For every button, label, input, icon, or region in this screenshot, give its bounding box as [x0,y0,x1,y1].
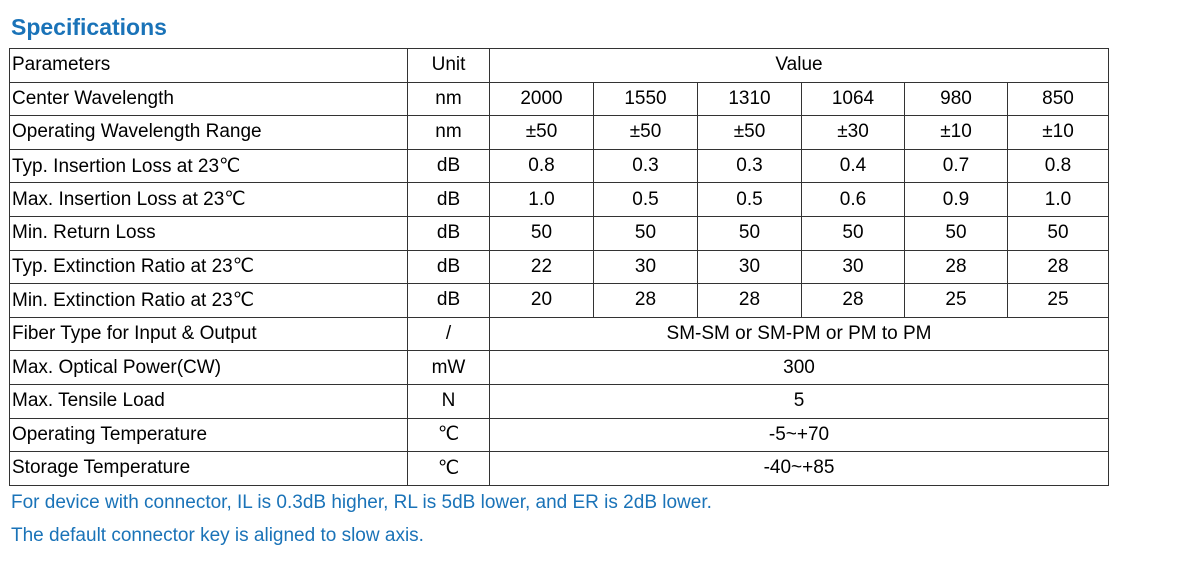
footnote-connector-key: The default connector key is aligned to … [11,525,424,546]
value-cell-merged: 5 [489,383,1109,419]
value-cell: 28 [1007,249,1109,285]
value-cell: 28 [697,283,802,318]
value-cell: ±30 [801,115,905,150]
parameter-cell: Fiber Type for Input & Output [9,316,408,352]
value-cell: 50 [1007,215,1109,251]
parameter-cell: Operating Wavelength Range [9,115,408,150]
value-cell: 1.0 [489,182,594,217]
value-cell: 0.5 [593,182,698,217]
parameter-cell: Max. Insertion Loss at 23℃ [9,182,408,217]
footnote-connector: For device with connector, IL is 0.3dB h… [11,492,712,513]
unit-cell: N [407,383,490,419]
table-row: Max. Insertion Loss at 23℃ dB 1.0 0.5 0.5 0.6… [9,182,1109,217]
unit-cell: dB [407,182,490,217]
value-cell: 0.9 [904,182,1008,217]
table-row: Min. Return Loss dB 50 50 50 50 50 50 [9,215,1109,251]
header-value: Value [489,48,1109,83]
value-cell: 1550 [593,81,698,117]
unit-cell: ℃ [407,451,490,486]
value-cell: 50 [489,215,594,251]
parameter-cell: Max. Tensile Load [9,383,408,419]
value-cell: 850 [1007,81,1109,117]
value-cell-merged: -5~+70 [489,417,1109,453]
unit-cell: dB [407,215,490,251]
unit-cell: dB [407,148,490,184]
value-cell: 28 [904,249,1008,285]
specifications-table-body: Parameters Unit Value Center Wavelength n… [9,48,1109,486]
table-row: Typ. Extinction Ratio at 23℃ dB 22 30 30 30 28… [9,249,1109,285]
unit-cell: mW [407,350,490,385]
parameter-cell: Max. Optical Power(CW) [9,350,408,385]
parameter-cell: Center Wavelength [9,81,408,117]
value-cell: 50 [697,215,802,251]
unit-cell: nm [407,115,490,150]
value-cell: 2000 [489,81,594,117]
value-cell: ±10 [1007,115,1109,150]
value-cell: ±50 [489,115,594,150]
value-cell: 0.7 [904,148,1008,184]
value-cell: 25 [904,283,1008,318]
value-cell: 1064 [801,81,905,117]
value-cell-merged: SM-SM or SM-PM or PM to PM [489,316,1109,352]
value-cell-merged: 300 [489,350,1109,385]
table-header-row: Parameters Unit Value [9,48,1109,83]
value-cell: 0.3 [697,148,802,184]
parameter-cell: Typ. Extinction Ratio at 23℃ [9,249,408,285]
value-cell: 0.3 [593,148,698,184]
unit-cell: nm [407,81,490,117]
table-row: Typ. Insertion Loss at 23℃ dB 0.8 0.3 0.3 0.4… [9,148,1109,184]
table-row: Max. Optical Power(CW) mW 300 [9,350,1109,385]
value-cell: 0.8 [489,148,594,184]
unit-cell: dB [407,283,490,318]
value-cell: 30 [801,249,905,285]
parameter-cell: Min. Return Loss [9,215,408,251]
unit-cell: dB [407,249,490,285]
value-cell: 0.6 [801,182,905,217]
value-cell: 0.8 [1007,148,1109,184]
value-cell: 25 [1007,283,1109,318]
header-parameters: Parameters [9,48,408,83]
value-cell: 50 [904,215,1008,251]
value-cell: 1310 [697,81,802,117]
value-cell: 1.0 [1007,182,1109,217]
value-cell: 50 [593,215,698,251]
value-cell: 28 [593,283,698,318]
page-title: Specifications [11,14,167,40]
table-row: Storage Temperature ℃ -40~+85 [9,451,1109,486]
header-unit: Unit [407,48,490,83]
value-cell: ±50 [593,115,698,150]
parameter-cell: Min. Extinction Ratio at 23℃ [9,283,408,318]
table-row: Center Wavelength nm 2000 1550 1310 1064 980 85… [9,81,1109,117]
parameter-cell: Typ. Insertion Loss at 23℃ [9,148,408,184]
specifications-table: Parameters Unit Value Center Wavelength n… [9,48,1109,486]
table-row: Operating Temperature ℃ -5~+70 [9,417,1109,453]
value-cell: 22 [489,249,594,285]
table-row: Min. Extinction Ratio at 23℃ dB 20 28 28 28 25… [9,283,1109,318]
parameter-cell: Storage Temperature [9,451,408,486]
table-row: Fiber Type for Input & Output / SM-SM or S… [9,316,1109,352]
value-cell: 20 [489,283,594,318]
value-cell: 30 [593,249,698,285]
table-row: Operating Wavelength Range nm ±50 ±50 ±50 ±30… [9,115,1109,150]
value-cell: 0.4 [801,148,905,184]
value-cell: 980 [904,81,1008,117]
table-row: Max. Tensile Load N 5 [9,383,1109,419]
parameter-cell: Operating Temperature [9,417,408,453]
value-cell: ±50 [697,115,802,150]
value-cell: 28 [801,283,905,318]
value-cell: 50 [801,215,905,251]
unit-cell: ℃ [407,417,490,453]
value-cell: 30 [697,249,802,285]
value-cell-merged: -40~+85 [489,451,1109,486]
value-cell: 0.5 [697,182,802,217]
unit-cell: / [407,316,490,352]
value-cell: ±10 [904,115,1008,150]
